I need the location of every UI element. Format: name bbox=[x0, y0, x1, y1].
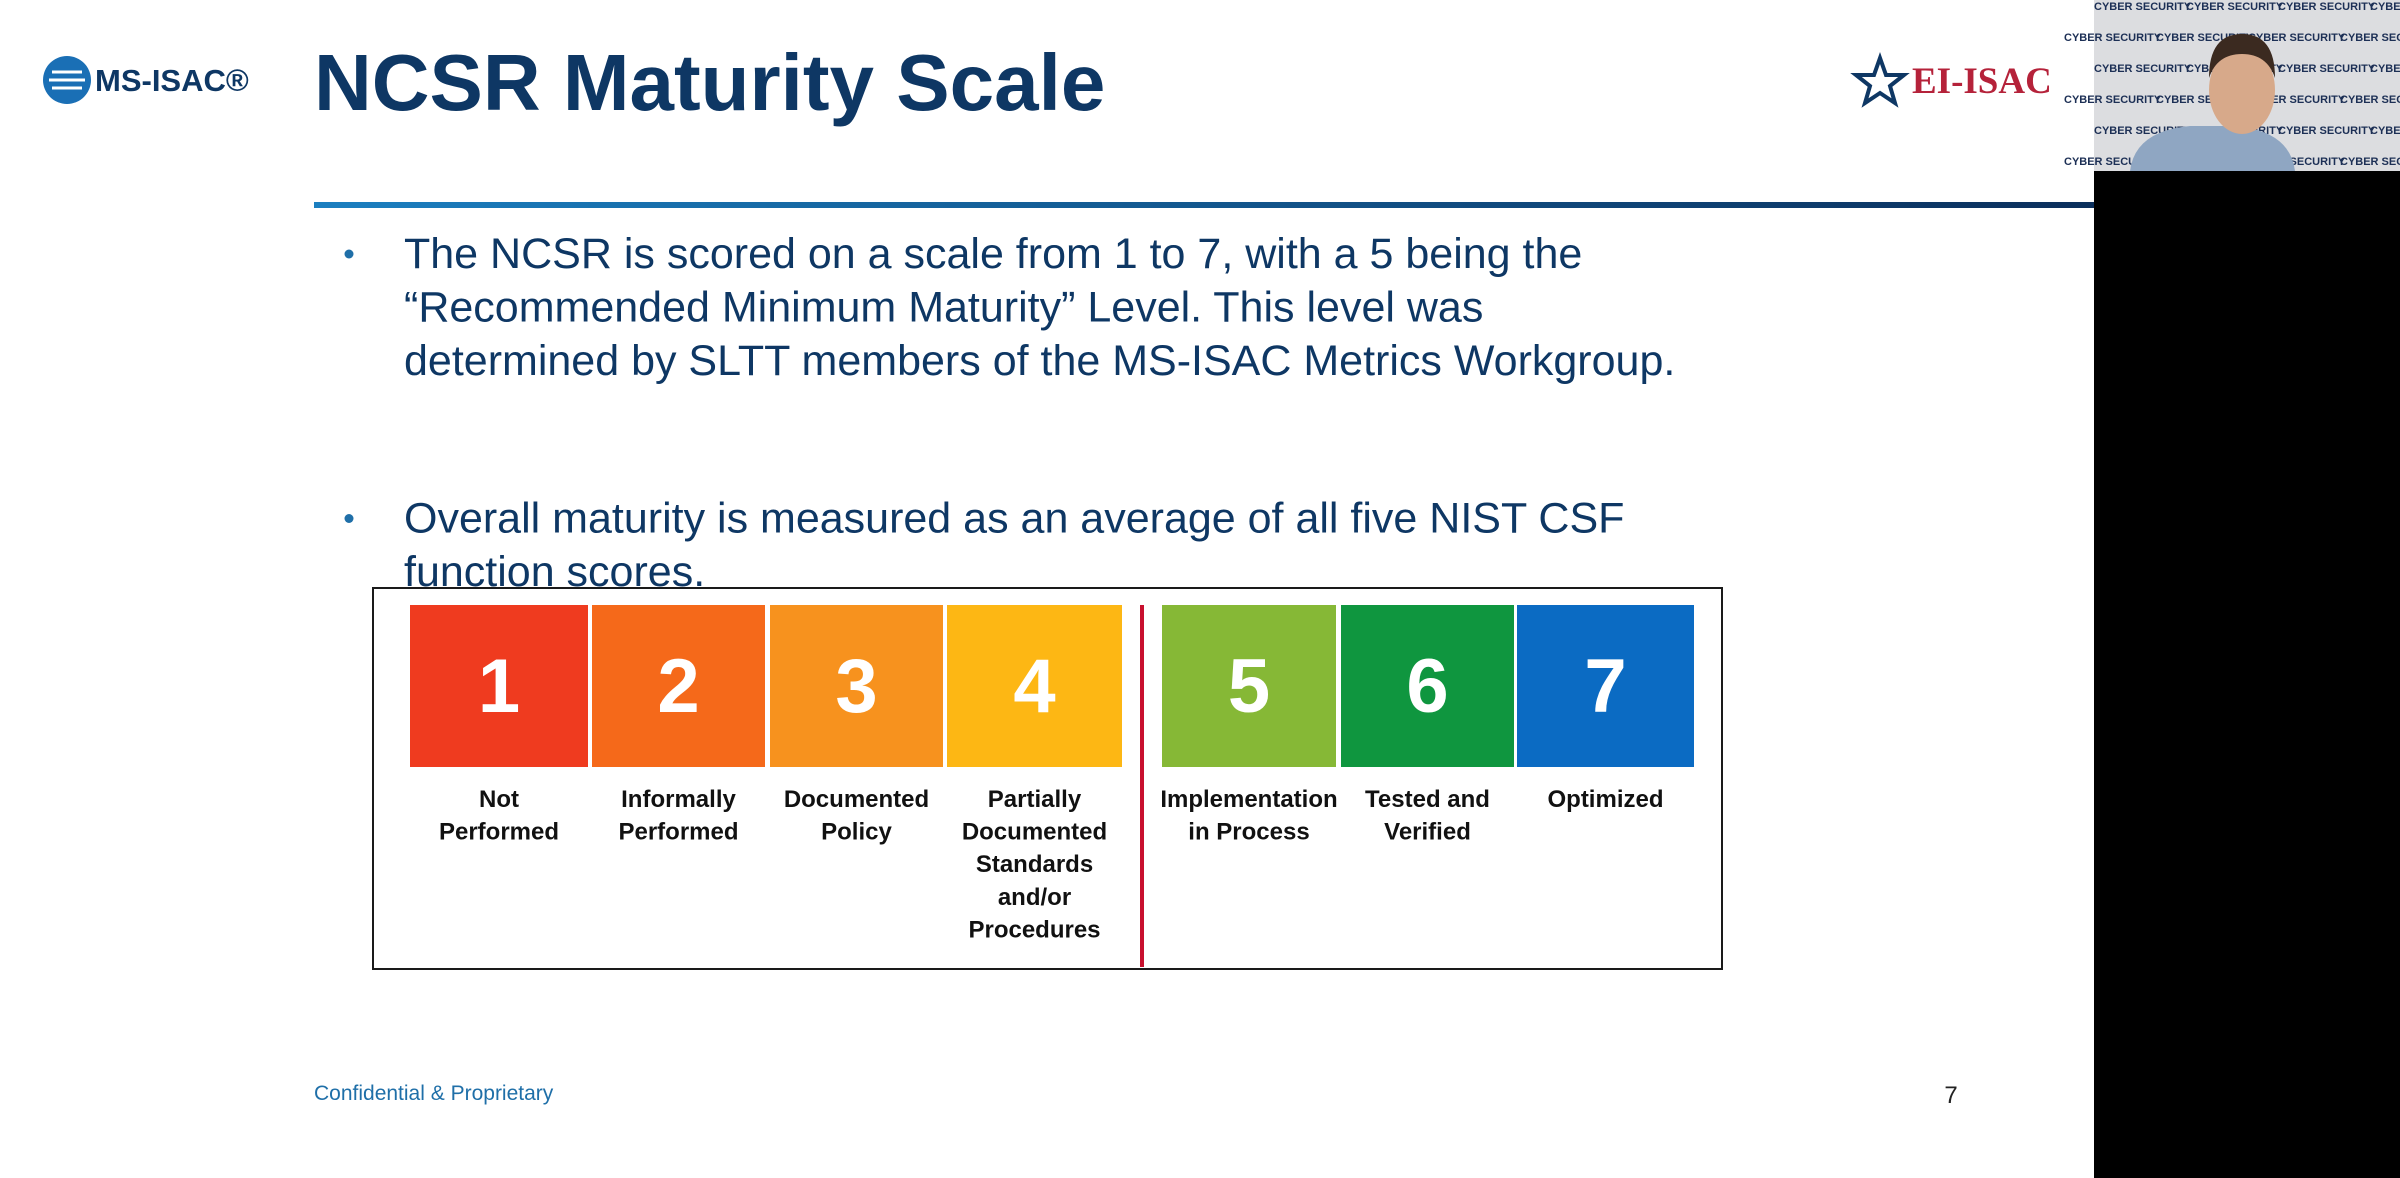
ei-isac-star bbox=[1850, 51, 1910, 108]
presenter-body bbox=[2130, 126, 2295, 171]
bullet-dot bbox=[344, 249, 354, 259]
level-label: Performed bbox=[439, 819, 559, 846]
backdrop-text: CYBER SECURITY bbox=[2064, 32, 2162, 44]
bullet-text: Overall maturity is measured as an avera… bbox=[404, 495, 1624, 543]
presenter-hair bbox=[2209, 34, 2275, 78]
title-rule bbox=[314, 202, 2094, 208]
level-number: 5 bbox=[1228, 644, 1270, 729]
backdrop-text: CYBER SECURITY bbox=[2340, 32, 2400, 44]
level-number: 6 bbox=[1406, 644, 1448, 729]
level-number: 1 bbox=[478, 644, 520, 729]
level-box bbox=[1341, 605, 1514, 767]
level-number: 7 bbox=[1584, 644, 1626, 729]
level-label: Performed bbox=[618, 819, 738, 846]
backdrop-text: CYBER SECURITY bbox=[2370, 125, 2400, 137]
video-panel bbox=[2094, 0, 2400, 1178]
level-box bbox=[592, 605, 765, 767]
level-label: Informally bbox=[621, 786, 736, 813]
backdrop-text: CYBER SECURITY bbox=[2370, 1, 2400, 13]
level-number: 4 bbox=[1013, 644, 1055, 729]
level-number: 2 bbox=[657, 644, 699, 729]
level-box bbox=[770, 605, 943, 767]
level-label: Policy bbox=[821, 819, 892, 846]
bullet-text: determined by SLTT members of the MS-ISA… bbox=[404, 337, 1675, 385]
bullet-list: The NCSR is scored on a scale from 1 to … bbox=[344, 230, 1675, 596]
backdrop-text: CYBER SECURITY bbox=[2278, 63, 2376, 75]
level-box bbox=[1517, 605, 1694, 767]
level-label: Tested and bbox=[1365, 786, 1490, 813]
maturity-scale: 1 Not Performed 2 Informally Performed 3 Docume… bbox=[410, 605, 1694, 943]
level-box bbox=[947, 605, 1122, 767]
level-label: Implementation bbox=[1160, 786, 1337, 813]
level-label: Documented bbox=[962, 819, 1107, 846]
level-label: Not bbox=[479, 786, 519, 813]
slide-title: NCSR Maturity Scale bbox=[314, 38, 1105, 127]
emblem-stripes bbox=[49, 70, 85, 90]
backdrop-text: CYBER SECURITY bbox=[2278, 1, 2376, 13]
level-label: Verified bbox=[1384, 819, 1471, 846]
level-label: in Process bbox=[1188, 819, 1309, 846]
level-label: Standards bbox=[976, 851, 1093, 878]
presenter-face bbox=[2209, 46, 2275, 134]
page-number: 7 bbox=[1944, 1082, 1957, 1109]
bullet-dot bbox=[344, 514, 354, 523]
level-label: Partially bbox=[988, 786, 1082, 813]
level-label: Procedures bbox=[968, 916, 1100, 943]
backdrop-text: CYBER SECURITY bbox=[2370, 63, 2400, 75]
bullet-text: The NCSR is scored on a scale from 1 to … bbox=[404, 230, 1582, 278]
bullet-text: “Recommended Minimum Maturity” Level. Th… bbox=[404, 284, 1483, 332]
level-label: and/or bbox=[998, 884, 1071, 911]
backdrop-text: CYBER SECURITY bbox=[2340, 156, 2400, 168]
level-box bbox=[1162, 605, 1336, 767]
level-label: Documented bbox=[784, 786, 929, 813]
level-box bbox=[410, 605, 588, 767]
ei-isac-logo: EI-ISAC bbox=[1912, 61, 2052, 102]
ms-isac-logo: MS-ISAC® bbox=[95, 63, 249, 98]
backdrop-text: CYBER SECURITY bbox=[2248, 32, 2346, 44]
footer-note: Confidential & Proprietary bbox=[314, 1082, 554, 1105]
backdrop-text: CYBER SECURITY bbox=[2340, 94, 2400, 106]
backdrop-text: CYBER SECURITY bbox=[2186, 1, 2284, 13]
level-label: Optimized bbox=[1547, 786, 1663, 813]
backdrop-text: CYBER SECURITY bbox=[2064, 94, 2162, 106]
backdrop-text: CYBER SECURITY bbox=[2094, 63, 2192, 75]
backdrop-text: CYBER SECURITY bbox=[2278, 125, 2376, 137]
level-number: 3 bbox=[835, 644, 877, 729]
backdrop-text: CYBER SECURITY bbox=[2094, 1, 2192, 13]
